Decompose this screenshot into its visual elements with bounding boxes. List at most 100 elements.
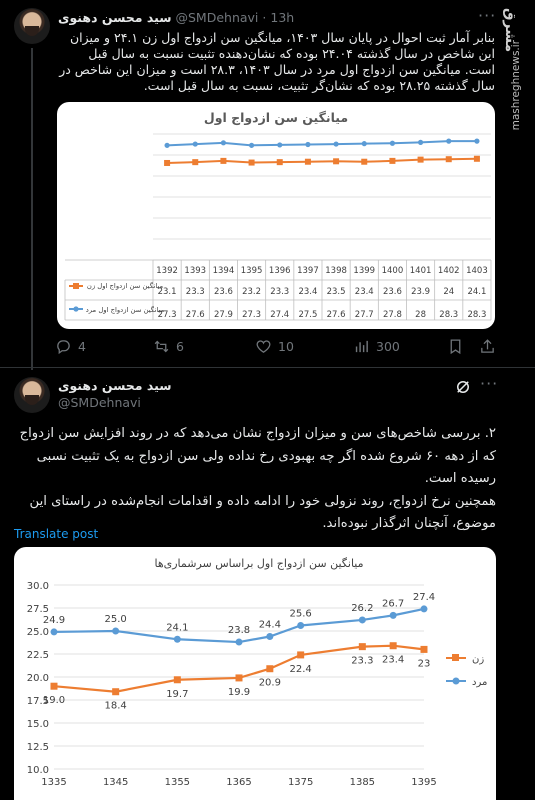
x-tick-label: 1395: [411, 777, 436, 788]
data-point-male: [164, 142, 170, 148]
translate-link[interactable]: Translate post: [14, 527, 99, 541]
x-tick-label: 1393: [184, 266, 206, 276]
share-icon: [481, 339, 494, 353]
repost-count: 6: [176, 339, 184, 354]
data-point-female: [361, 158, 368, 165]
data-point-female: [333, 158, 340, 165]
data-point-female: [192, 159, 199, 166]
y-tick-label: 15.0: [27, 719, 49, 730]
x-tick-label: 1398: [325, 266, 347, 276]
bookmark-icon: [450, 339, 461, 355]
tweet-1: سید محسن دهنوی @SMDehnavi · 13h مشرق mas…: [0, 0, 535, 370]
chart-image-1[interactable]: میانگین سن ازدواج اول 1392 1393 1394 1395 13…: [57, 102, 495, 329]
timestamp[interactable]: 13h: [270, 10, 295, 25]
data-label-female: 23.1: [158, 287, 177, 297]
grok-icon[interactable]: [454, 378, 472, 400]
x-tick-label: 1400: [382, 266, 404, 276]
data-label-male: 28.3: [439, 310, 458, 320]
data-label-female: 19.7: [166, 689, 188, 700]
data-label-female: 23.5: [327, 287, 346, 297]
x-tick-label: 1385: [350, 777, 375, 788]
series-line-male: [167, 140, 477, 147]
x-tick-label: 1355: [165, 777, 190, 788]
x-tick-label: 1397: [297, 266, 319, 276]
chart-image-2[interactable]: میانگین سن ازدواج اول براساس سرشماری‌ها …: [14, 547, 496, 800]
reply-count: 4: [78, 339, 86, 354]
y-tick-label: 25.0: [27, 627, 49, 638]
author-handle-text[interactable]: @SMDehnavi: [58, 395, 141, 410]
data-label-male: 27.9: [214, 310, 233, 320]
avatar[interactable]: [14, 8, 50, 44]
like-button[interactable]: 10: [255, 338, 294, 355]
data-point-female: [112, 688, 120, 696]
y-tick-label: 22.5: [27, 650, 49, 661]
author-handle-2: @SMDehnavi: [58, 395, 141, 410]
data-point-male: [50, 628, 58, 636]
data-point-female: [297, 651, 305, 659]
tweet-actions: 4 6 10 300: [55, 338, 495, 360]
data-point-male: [220, 140, 227, 146]
views-button[interactable]: 300: [353, 338, 400, 355]
data-label-female: 18.4: [105, 701, 127, 712]
data-point-male: [417, 139, 424, 145]
author-handle[interactable]: @SMDehnavi: [175, 10, 259, 25]
data-point-female: [235, 674, 243, 682]
data-point-female: [420, 645, 428, 653]
repost-button[interactable]: 6: [153, 338, 184, 355]
data-label-female: 23.4: [298, 287, 317, 297]
tweet-paragraph-1: ۲. بررسی شاخص‌های سن و میزان ازدواج نشان…: [19, 426, 496, 486]
watermark: مشرق mashreghnews.ir: [502, 8, 532, 130]
author-name-text[interactable]: سید محسن دهنوی: [58, 378, 172, 393]
data-point-male: [361, 141, 367, 147]
repost-icon: [154, 340, 169, 353]
share-button[interactable]: [479, 338, 496, 355]
data-point-male: [297, 621, 305, 629]
data-label-male: 28: [415, 310, 426, 320]
data-label-female: 23.6: [383, 287, 402, 297]
author-name-2: سید محسن دهنوی: [58, 378, 172, 393]
data-label-male: 28.3: [467, 310, 486, 320]
data-label-male: 27.6: [186, 310, 205, 320]
data-label-male: 23.8: [228, 625, 250, 636]
x-tick-label: 1392: [156, 266, 178, 276]
author-name[interactable]: سید محسن دهنوی: [58, 10, 172, 25]
x-tick-label: 1335: [41, 777, 66, 788]
data-point-male: [192, 141, 198, 147]
data-point-female: [266, 665, 274, 673]
data-point-male: [266, 633, 274, 641]
bookmark-button[interactable]: [447, 338, 464, 355]
tweet-text-2: ۲. بررسی شاخص‌های سن و میزان ازدواج نشان…: [14, 423, 496, 536]
data-point-male: [389, 140, 396, 146]
data-label-male: 27.8: [383, 310, 402, 320]
tweet-paragraph-2: همچنین نرخ ازدواج، روند نزولی خود را ادا…: [29, 493, 496, 532]
data-point-female: [220, 157, 227, 164]
data-point-female: [389, 642, 397, 650]
y-tick-label: 10.0: [27, 765, 49, 776]
data-label-male: 27.4: [270, 310, 289, 320]
data-label-female: 24.1: [467, 287, 486, 297]
data-point-male: [474, 138, 480, 144]
legend-marker-female: [73, 283, 79, 289]
data-point-female: [276, 159, 283, 166]
data-label-female: 23.4: [382, 655, 404, 666]
more-options-icon-1[interactable]: ···: [478, 6, 497, 25]
avatar-2[interactable]: [14, 377, 50, 413]
views-count: 300: [376, 339, 400, 354]
data-point-female: [473, 155, 480, 162]
data-label-male: 26.2: [351, 603, 373, 614]
series-line-female: [53, 644, 425, 693]
y-tick-label: 20.0: [27, 673, 49, 684]
data-label-male: 24.4: [259, 620, 281, 631]
legend-female-marker: [452, 654, 459, 661]
data-label-female: 23.6: [214, 287, 233, 297]
reply-button[interactable]: 4: [55, 338, 86, 355]
data-label-male: 27.3: [158, 310, 177, 320]
legend-marker-male: [73, 306, 79, 312]
data-label-female: 19.0: [43, 695, 65, 706]
like-count: 10: [278, 339, 294, 354]
separator-dot: ·: [262, 10, 267, 25]
more-options-icon[interactable]: ···: [480, 374, 499, 393]
data-label-female: 23.4: [355, 287, 374, 297]
data-point-female: [50, 682, 58, 690]
row-label-male: میانگین سن ازدواج اول مرد: [86, 305, 165, 314]
